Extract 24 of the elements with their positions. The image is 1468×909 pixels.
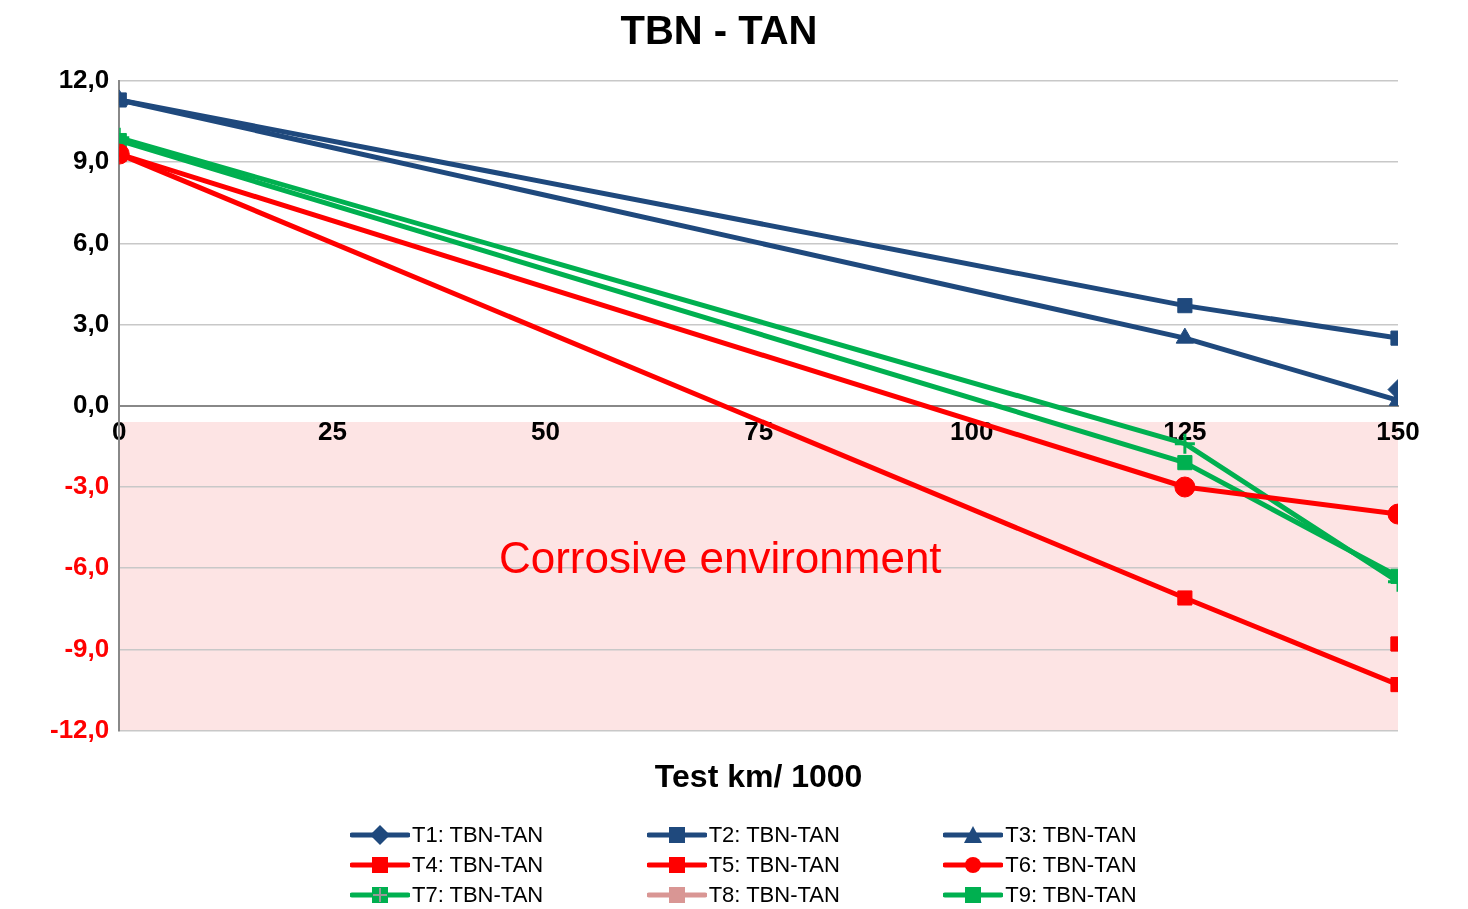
y-tick-label: 0,0 — [73, 388, 110, 419]
legend-label: T7: TBN-TAN — [412, 882, 544, 908]
band-label: Corrosive environment — [498, 533, 942, 583]
legend-label: T5: TBN-TAN — [708, 852, 840, 878]
y-tick-label: 3,0 — [73, 307, 110, 338]
legend-label: T1: TBN-TAN — [412, 822, 544, 848]
x-axis-title: Test km/ 1000 — [654, 757, 863, 794]
y-tick-label: 9,0 — [73, 145, 110, 176]
y-tick-label: -6,0 — [64, 551, 110, 582]
y-tick-label: -3,0 — [64, 470, 110, 501]
y-tick-label: 6,0 — [73, 226, 110, 257]
y-tick-label: 12,0 — [58, 64, 110, 95]
x-tick-label: 50 — [531, 415, 560, 446]
x-tick-label: 150 — [1376, 415, 1420, 446]
legend-label: T4: TBN-TAN — [412, 852, 544, 878]
legend-label: T2: TBN-TAN — [708, 822, 840, 848]
y-tick-label: -12,0 — [50, 713, 110, 744]
x-tick-label: 25 — [317, 415, 347, 446]
y-tick-label: -9,0 — [64, 632, 110, 663]
legend-label: T3: TBN-TAN — [1005, 822, 1137, 848]
legend-label: T6: TBN-TAN — [1005, 852, 1137, 878]
chart-title: TBN - TAN — [620, 8, 818, 53]
legend-label: T8: TBN-TAN — [708, 882, 840, 908]
legend-label: T9: TBN-TAN — [1005, 882, 1137, 908]
